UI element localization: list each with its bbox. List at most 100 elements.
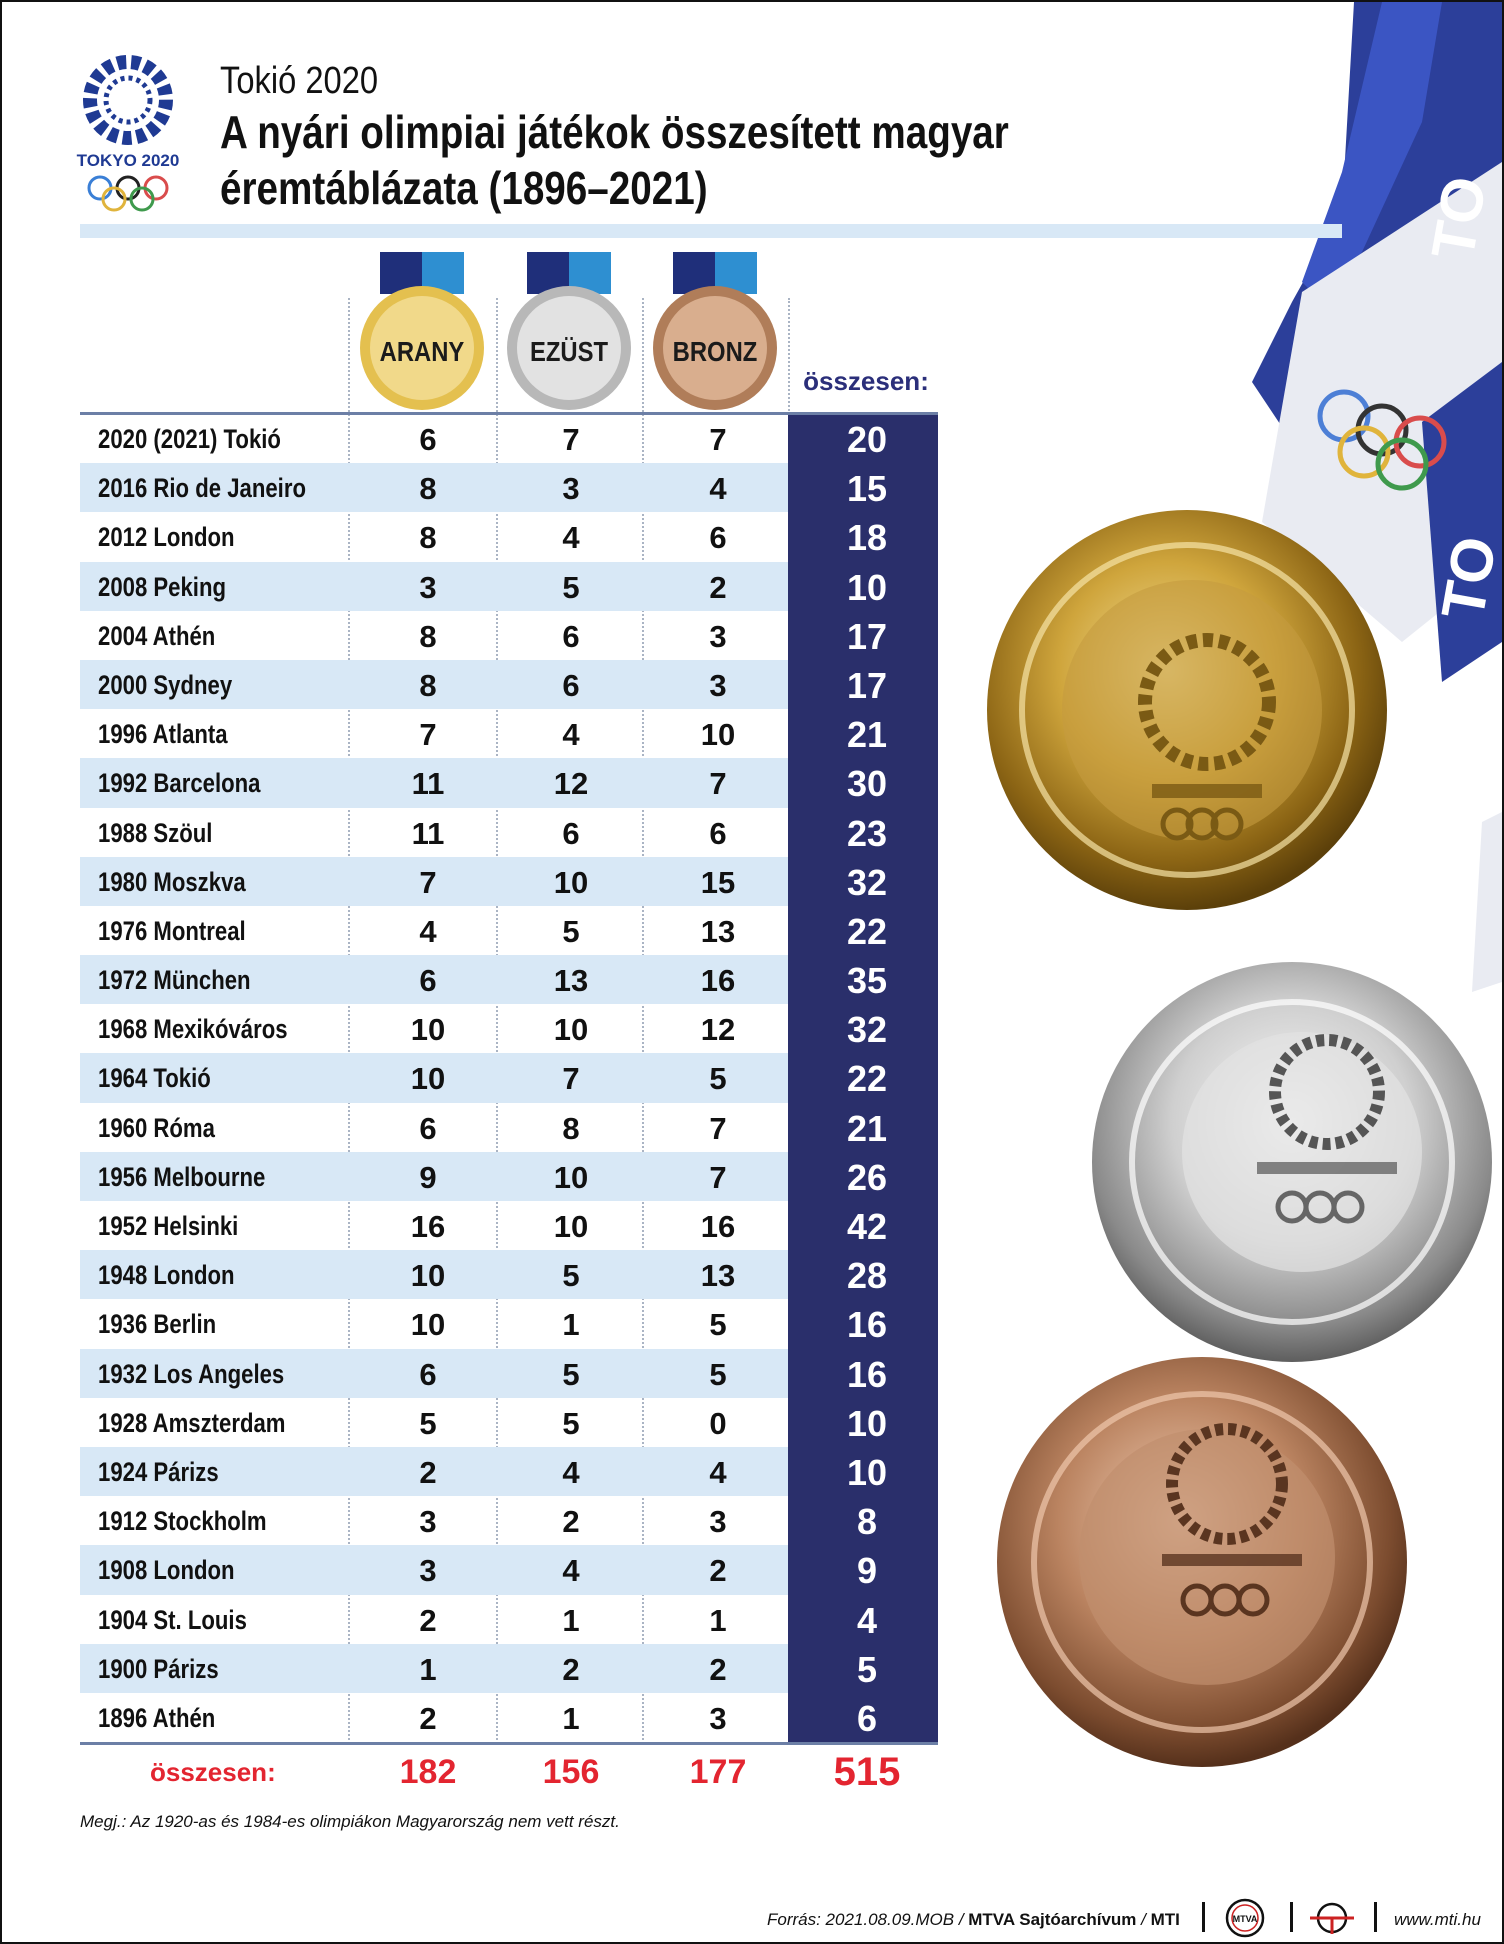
games-name: 2012 London [98,522,235,553]
gold-count: 10 [410,1258,446,1294]
table-row: 1948 London 10 5 13 28 [80,1250,938,1300]
gold-count: 8 [419,471,437,507]
bronze-count: 5 [709,1061,727,1097]
table-bottom-line [80,1742,938,1745]
total-column-header: összesen: [803,366,929,396]
bronze-count: 2 [709,569,727,605]
table-row: 2012 London 8 4 6 18 [80,512,938,561]
table-row: 2000 Sydney 8 6 3 17 [80,659,938,710]
games-name: 1972 München [98,965,251,996]
table-row: 2008 Peking 3 5 2 10 [80,561,938,611]
table-row: 1968 Mexikóváros 10 10 12 32 [80,1004,938,1053]
gold-count: 16 [410,1209,446,1244]
total-count: 26 [846,1156,888,1198]
silver-count: 4 [562,1553,580,1589]
table-row: 1932 Los Angeles 6 5 5 16 [80,1348,938,1398]
gold-count: 11 [411,815,445,851]
silver-count: 5 [562,569,580,605]
gold-count: 3 [419,1504,437,1540]
silver-count: 7 [562,1061,580,1097]
row-band [80,1545,788,1595]
table-row: 1904 St. Louis 2 1 1 4 [80,1595,938,1644]
totals-all: 515 [833,1750,901,1794]
medal-table: 2020 (2021) Tokió 6 7 7 20 2016 Rio de Janeir… [80,414,938,1742]
games-name: 1968 Mexikóváros [98,1014,288,1045]
row-band [80,1643,788,1693]
games-name: 2000 Sydney [98,669,233,700]
total-count: 15 [846,468,888,510]
bronze-medal-header-icon [653,252,777,410]
silver-count: 10 [553,1159,589,1195]
totals-gold: 182 [399,1753,457,1791]
total-count: 17 [846,615,888,657]
totals-silver: 156 [542,1753,600,1791]
column-separator [642,298,644,1744]
total-count: 22 [846,910,888,952]
bronze-medal-icon [997,1357,1407,1767]
gold-count: 10 [410,1307,446,1343]
gold-count: 10 [410,1012,446,1048]
gold-count: 11 [411,766,445,802]
games-name: 1932 Los Angeles [98,1358,285,1389]
source-line: Forrás: 2021.08.09.MOB / MTVA Sajtóarchí… [767,1910,1180,1930]
gold-count: 5 [419,1405,437,1441]
svg-text:TO: TO [1419,172,1499,265]
table-row: 1960 Róma 6 8 7 21 [80,1103,938,1152]
bronze-count: 10 [700,717,736,753]
bronze-label: BRONZ [672,336,758,367]
games-name: 1900 Párizs [98,1653,219,1684]
gold-count: 8 [419,520,437,556]
games-name: 1952 Helsinki [98,1211,239,1241]
games-name: 1948 London [98,1260,235,1291]
silver-label: EZÜST [529,336,609,367]
gold-count: 1 [419,1651,437,1687]
games-name: 1988 Szöul [98,817,213,848]
silver-count: 10 [553,864,589,900]
column-separator [348,298,350,1744]
silver-count: 6 [562,618,580,654]
bronze-count: 7 [709,766,727,802]
games-name: 1980 Moszkva [98,866,246,897]
gold-count: 3 [419,1553,437,1589]
bronze-count: 16 [700,1209,736,1244]
tokyo-2020-logo: TOKYO 2020 [77,55,179,212]
total-count: 22 [846,1058,888,1100]
table-row: 1988 Szöul 11 6 6 23 [80,808,938,857]
table-row: 1972 München 6 13 16 35 [80,955,938,1005]
total-count: 35 [846,960,888,1002]
gold-count: 8 [419,667,437,703]
total-count: 17 [846,664,888,706]
page-title: A nyári olimpiai játékok összesített mag… [220,104,1009,216]
silver-count: 2 [562,1504,580,1540]
table-row: 1928 Amszterdam 5 5 0 10 [80,1398,938,1447]
silver-count: 10 [553,1209,589,1244]
table-row: 2020 (2021) Tokió 6 7 7 20 [80,414,938,463]
mtva-badge-icon: MTVA [1225,1898,1265,1938]
table-row: 1900 Párizs 1 2 2 5 [80,1643,938,1693]
gold-medal-icon [987,510,1387,910]
games-name: 1912 Stockholm [98,1506,267,1537]
row-band [80,561,788,611]
total-count: 18 [846,517,888,559]
gold-count: 2 [419,1602,437,1638]
gold-count: 2 [419,1454,437,1490]
bronze-column-header: BRONZ [651,252,779,422]
games-name: 1992 Barcelona [98,768,261,799]
bronze-count: 2 [709,1651,727,1687]
bronze-count: 15 [700,864,736,900]
column-separator [496,298,498,1744]
silver-count: 13 [553,963,589,999]
table-row: 1976 Montreal 4 5 13 22 [80,906,938,955]
source-prefix: Forrás: 2021.08.09.MOB / [767,1910,969,1929]
silver-count: 5 [562,913,580,949]
games-name: 2020 (2021) Tokió [98,424,281,454]
table-row: 1952 Helsinki 16 10 16 42 [80,1201,938,1250]
gold-count: 2 [419,1700,437,1736]
bronze-count: 7 [709,1159,727,1195]
games-name: 1976 Montreal [98,915,246,946]
website-link[interactable]: www.mti.hu [1394,1910,1481,1929]
row-band [80,1446,788,1497]
title-rule [80,224,1342,238]
silver-count: 2 [562,1651,580,1687]
gold-count: 6 [419,422,437,457]
